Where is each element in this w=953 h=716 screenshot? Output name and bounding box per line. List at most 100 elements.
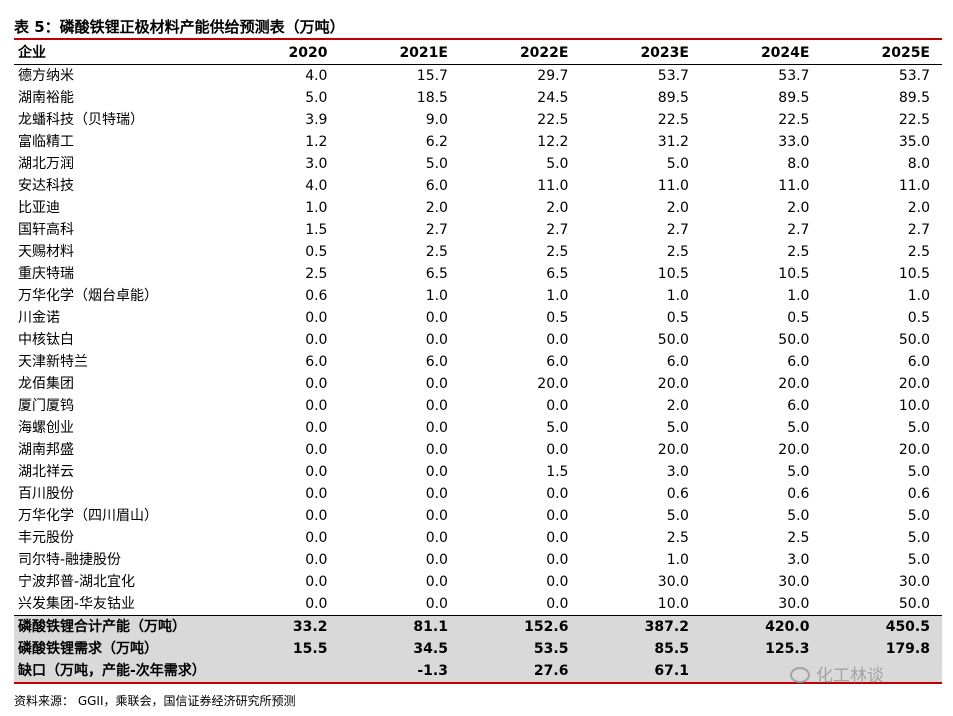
summary-value: 34.5 (339, 638, 460, 660)
company-name: 丰元股份 (18, 530, 74, 546)
company-name: 海螺创业 (18, 420, 74, 436)
capacity-value: 2.7 (546, 222, 569, 238)
capacity-value: 2.7 (907, 222, 930, 238)
header-year: 2021E (339, 42, 460, 65)
capacity-value: 10.5 (657, 266, 689, 282)
capacity-value: 2.7 (787, 222, 810, 238)
capacity-value: 2.0 (907, 200, 930, 216)
capacity-value: 2.0 (425, 200, 448, 216)
capacity-value: 30.0 (657, 574, 689, 590)
capacity-value: 5.0 (546, 156, 569, 172)
capacity-value: 0.0 (305, 530, 328, 546)
capacity-value: 0.0 (305, 420, 328, 436)
capacity-value: 0.0 (425, 596, 448, 612)
capacity-value: 0.0 (546, 596, 569, 612)
capacity-value: 3.0 (787, 552, 810, 568)
company-name: 万华化学（烟台卓能） (18, 288, 158, 304)
capacity-value: 2.5 (787, 530, 810, 546)
capacity-value: 0.0 (305, 442, 328, 458)
capacity-value: 11.0 (537, 178, 569, 194)
capacity-value: 0.0 (305, 574, 328, 590)
capacity-value: 50.0 (898, 596, 930, 612)
capacity-value: 2.0 (787, 200, 810, 216)
table-row: 百川股份 0.0 0.0 0.0 0.6 0.6 0.6 (14, 483, 942, 505)
summary-value: 67.1 (580, 660, 701, 684)
capacity-value: 0.6 (305, 288, 328, 304)
company-name: 龙佰集团 (18, 376, 74, 392)
capacity-value: 0.0 (425, 398, 448, 414)
capacity-value: 1.0 (305, 200, 328, 216)
company-name: 龙蟠科技（贝特瑞） (18, 112, 144, 128)
capacity-value: 15.7 (416, 68, 448, 84)
capacity-value: 1.0 (666, 288, 689, 304)
table-row: 天津新特兰 6.0 6.0 6.0 6.0 6.0 6.0 (14, 351, 942, 373)
capacity-value: 5.0 (787, 420, 810, 436)
company-name: 中核钛白 (18, 332, 74, 348)
capacity-value: 0.0 (305, 486, 328, 502)
capacity-value: 5.0 (907, 508, 930, 524)
capacity-value: 22.5 (778, 112, 810, 128)
capacity-value: 5.0 (425, 156, 448, 172)
capacity-value: 20.0 (537, 376, 569, 392)
table-row: 国轩高科 1.5 2.7 2.7 2.7 2.7 2.7 (14, 219, 942, 241)
capacity-value: 89.5 (657, 90, 689, 106)
capacity-value: 0.0 (305, 376, 328, 392)
table-row: 富临精工 1.2 6.2 12.2 31.2 33.0 35.0 (14, 131, 942, 153)
table-row: 德方纳米 4.0 15.7 29.7 53.7 53.7 53.7 (14, 65, 942, 88)
table-row: 安达科技 4.0 6.0 11.0 11.0 11.0 11.0 (14, 175, 942, 197)
header-year: 2022E (459, 42, 581, 65)
capacity-value: 0.6 (787, 486, 810, 502)
capacity-value: 11.0 (778, 178, 810, 194)
capacity-value: 1.5 (305, 222, 328, 238)
summary-label: 磷酸铁锂合计产能（万吨） (14, 615, 238, 638)
company-name: 湖北万润 (18, 156, 74, 172)
capacity-value: 0.0 (425, 376, 448, 392)
capacity-value: 4.0 (305, 68, 328, 84)
summary-value: 450.5 (821, 615, 942, 638)
table-header-row: 企业 2020 2021E 2022E 2023E 2024E 2025E (14, 42, 942, 65)
capacity-value: 22.5 (898, 112, 930, 128)
capacity-value: 20.0 (898, 376, 930, 392)
capacity-value: 1.0 (666, 552, 689, 568)
lfp-capacity-table: 企业 2020 2021E 2022E 2023E 2024E 2025E 德方纳米 4.0 1… (14, 42, 942, 684)
capacity-value: 5.0 (666, 156, 689, 172)
summary-value: 387.2 (580, 615, 701, 638)
capacity-value: 30.0 (898, 574, 930, 590)
capacity-value: 12.2 (537, 134, 569, 150)
capacity-value: 3.0 (305, 156, 328, 172)
company-name: 司尔特-融捷股份 (18, 552, 122, 568)
capacity-value: 6.0 (305, 354, 328, 370)
capacity-value: 5.0 (546, 420, 569, 436)
capacity-value: 50.0 (778, 332, 810, 348)
capacity-value: 24.5 (537, 90, 569, 106)
capacity-value: 18.5 (416, 90, 448, 106)
capacity-value: 0.0 (546, 332, 569, 348)
capacity-value: 0.0 (425, 442, 448, 458)
header-year: 2024E (700, 42, 822, 65)
capacity-value: 10.0 (898, 398, 930, 414)
capacity-value: 20.0 (898, 442, 930, 458)
capacity-value: 20.0 (778, 376, 810, 392)
capacity-value: 6.0 (907, 354, 930, 370)
capacity-value: 30.0 (778, 574, 810, 590)
company-name: 天津新特兰 (18, 354, 88, 370)
capacity-value: 8.0 (907, 156, 930, 172)
summary-row: 磷酸铁锂需求（万吨） 15.5 34.5 53.5 85.5 125.3 179.8 (14, 638, 942, 660)
capacity-value: 5.0 (787, 464, 810, 480)
capacity-value: 35.0 (898, 134, 930, 150)
capacity-value: 0.0 (425, 574, 448, 590)
table-row: 宁波邦普-湖北宜化 0.0 0.0 0.0 30.0 30.0 30.0 (14, 571, 942, 593)
summary-value: 15.5 (238, 638, 340, 660)
capacity-value: 5.0 (907, 464, 930, 480)
company-name: 天赐材料 (18, 244, 74, 260)
capacity-value: 5.0 (907, 552, 930, 568)
capacity-value: 5.0 (907, 420, 930, 436)
capacity-value: 89.5 (778, 90, 810, 106)
capacity-value: 0.0 (305, 464, 328, 480)
capacity-value: 0.0 (546, 486, 569, 502)
capacity-value: 0.0 (425, 420, 448, 436)
capacity-value: 0.0 (305, 508, 328, 524)
capacity-value: 2.5 (305, 266, 328, 282)
capacity-value: 0.5 (907, 310, 930, 326)
summary-value: 53.5 (459, 638, 581, 660)
